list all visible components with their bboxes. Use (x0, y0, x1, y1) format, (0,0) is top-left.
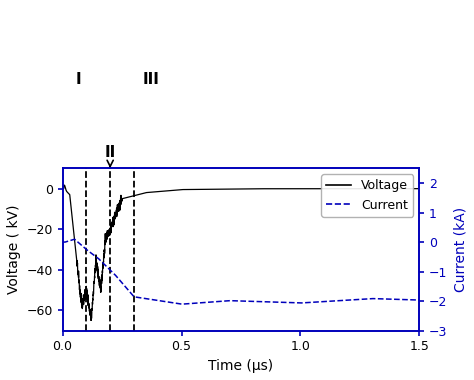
Voltage (388, 186, 394, 191)
Current (388, 297, 394, 301)
Current (60, 240, 65, 244)
Voltage (88, 318, 94, 323)
Voltage (319, 187, 325, 191)
Voltage (62, 183, 67, 187)
Current (319, 299, 325, 304)
Voltage (406, 186, 411, 191)
Text: II: II (105, 145, 116, 166)
Text: III: III (142, 72, 159, 87)
Current (406, 298, 411, 302)
Line: Current: Current (63, 239, 419, 304)
Current (210, 299, 216, 304)
Line: Voltage: Voltage (63, 185, 419, 320)
Voltage (417, 186, 422, 191)
Current (229, 298, 235, 303)
Y-axis label: Current (kA): Current (kA) (453, 207, 467, 292)
Current (417, 298, 422, 302)
Voltage (210, 187, 216, 192)
Y-axis label: Voltage ( kV): Voltage ( kV) (7, 205, 21, 294)
Voltage (60, 186, 65, 191)
Current (72, 237, 77, 241)
Current (179, 302, 184, 306)
Legend: Voltage, Current: Voltage, Current (321, 174, 413, 217)
Voltage (229, 187, 235, 191)
Current (213, 299, 219, 304)
Voltage (213, 187, 219, 192)
Text: I: I (75, 72, 81, 87)
X-axis label: Time (μs): Time (μs) (209, 359, 273, 373)
